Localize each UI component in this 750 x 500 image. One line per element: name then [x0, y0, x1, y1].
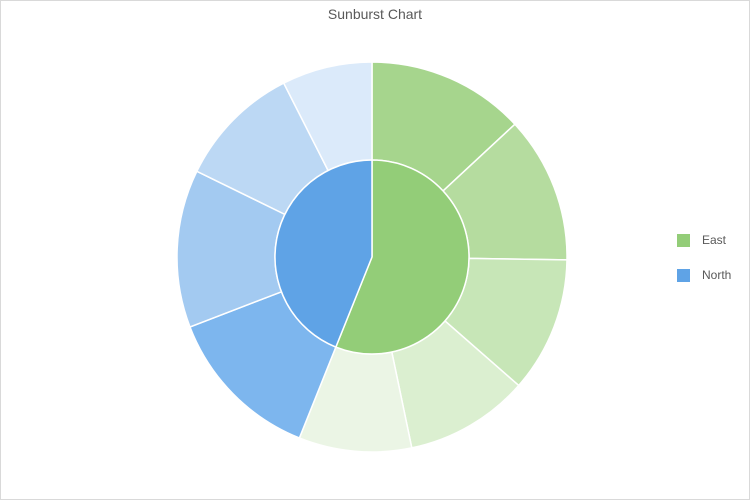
legend-label-north: North: [702, 268, 732, 282]
legend-label-east: East: [702, 233, 727, 247]
legend: East North: [677, 231, 731, 301]
legend-item-north[interactable]: North: [677, 266, 731, 284]
legend-swatch-east: [677, 233, 690, 247]
sunburst-segment-north[interactable]: [274, 159, 373, 348]
legend-swatch-north: [677, 268, 690, 282]
legend-item-east[interactable]: East: [677, 231, 731, 249]
inner-ring: [274, 159, 470, 355]
chart-title: Sunburst Chart: [327, 6, 423, 22]
sunburst-segment-east[interactable]: [334, 159, 470, 355]
